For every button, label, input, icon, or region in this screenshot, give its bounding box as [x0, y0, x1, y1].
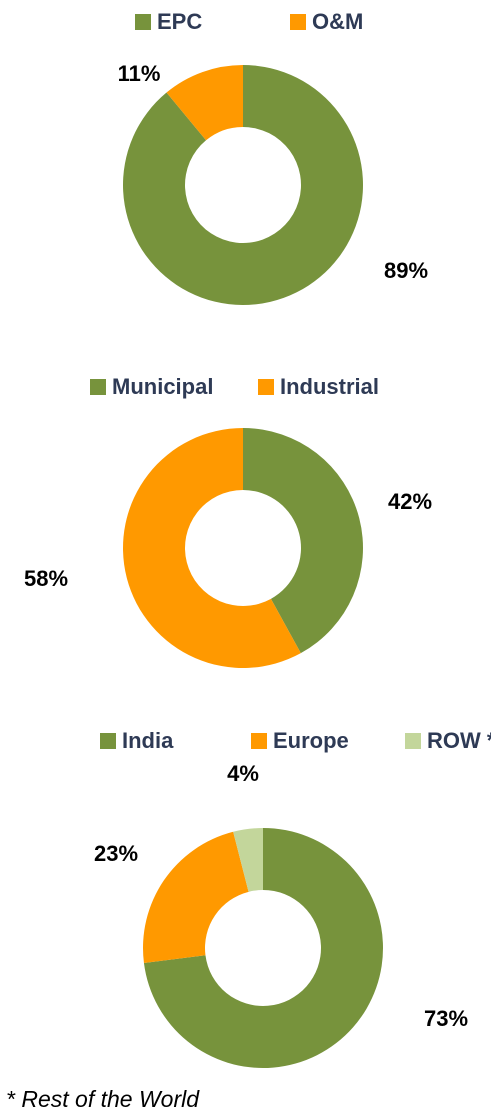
donut-segment — [233, 828, 263, 892]
donut-segment — [243, 428, 364, 654]
donut-segment — [166, 65, 243, 141]
donut-segment — [123, 65, 364, 306]
donut-segment — [143, 828, 384, 1069]
legend-label: Industrial — [280, 374, 379, 399]
legend-swatch — [90, 379, 106, 395]
legend-label: O&M — [312, 9, 363, 34]
legend-swatch — [251, 733, 267, 749]
data-label: 89% — [384, 258, 428, 283]
donut-segment — [123, 428, 301, 669]
legend-label: ROW * — [427, 728, 491, 753]
data-label: 11% — [118, 61, 161, 86]
legend-swatch — [135, 14, 151, 30]
legend-label: Europe — [273, 728, 349, 753]
legend-swatch — [405, 733, 421, 749]
legend-label: EPC — [157, 9, 202, 34]
legend-swatch — [290, 14, 306, 30]
data-label: 42% — [388, 489, 432, 514]
legend-label: Municipal — [112, 374, 213, 399]
data-label: 58% — [24, 566, 68, 591]
legend-label: India — [122, 728, 174, 753]
data-label: 23% — [94, 841, 138, 866]
donut-segment — [143, 831, 249, 964]
legend-swatch — [258, 379, 274, 395]
footnote: * Rest of the World — [6, 1086, 200, 1112]
data-label: 4% — [227, 761, 259, 786]
legend-swatch — [100, 733, 116, 749]
data-label: 73% — [424, 1006, 468, 1031]
